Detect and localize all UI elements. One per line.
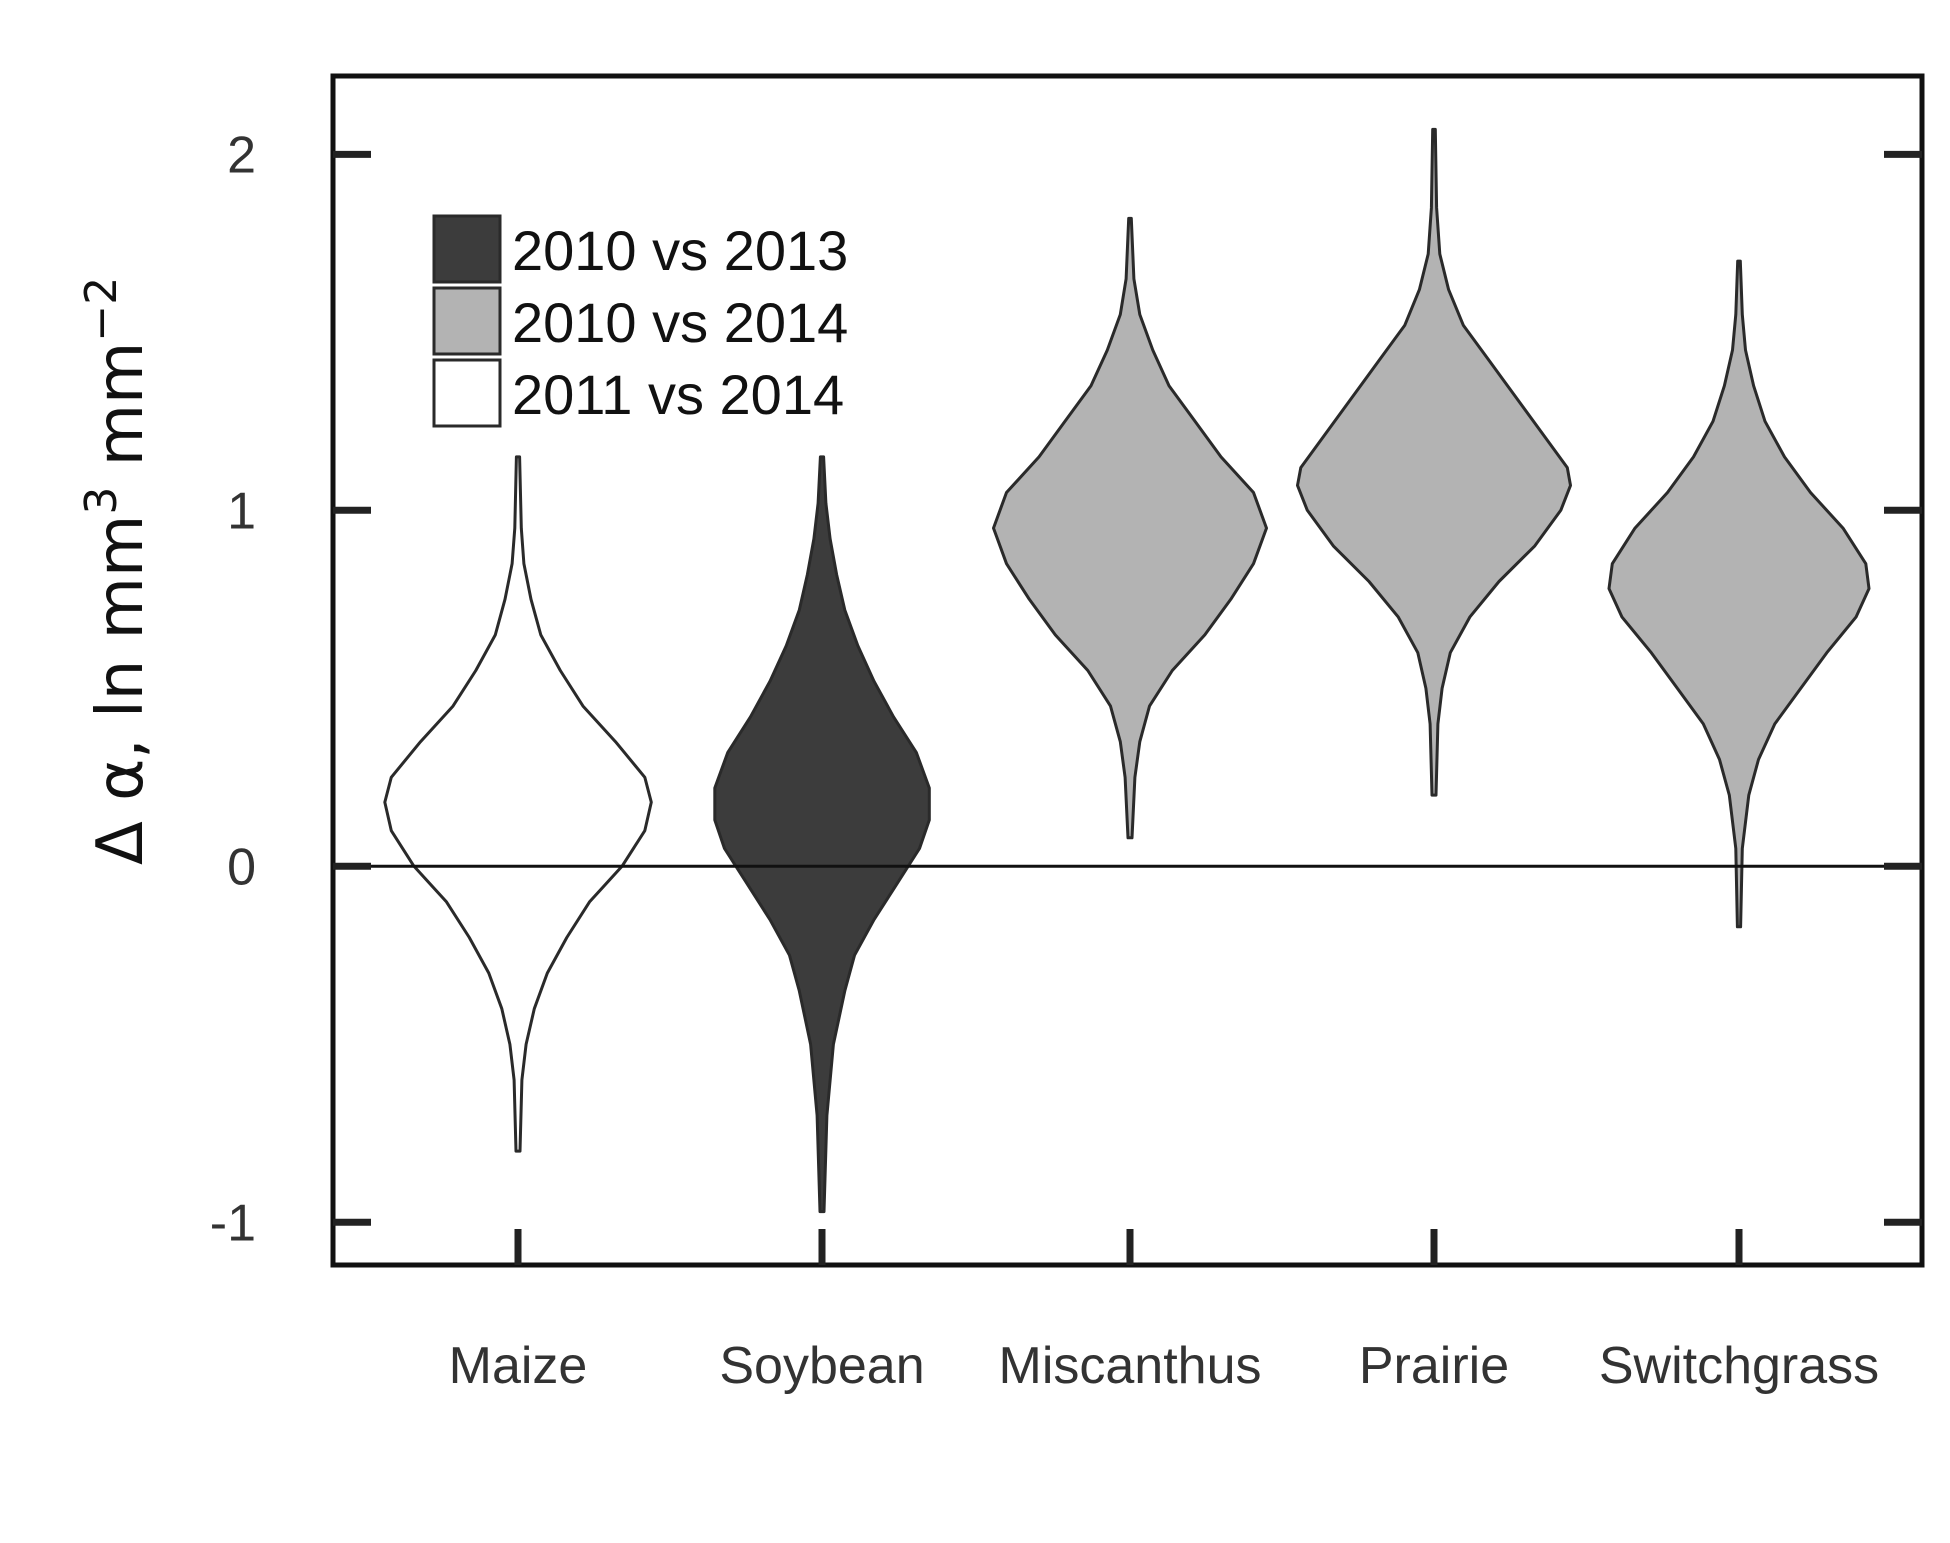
- legend-label: 2010 vs 2014: [512, 291, 848, 354]
- x-tick-label-miscanthus: Miscanthus: [999, 1337, 1262, 1395]
- y-axis-title-exponent-1: 3: [76, 487, 127, 515]
- y-tick-label: 0: [227, 838, 256, 896]
- legend-label: 2010 vs 2013: [512, 219, 848, 282]
- violin-soybean: [713, 455, 931, 1214]
- legend-swatch: [432, 286, 502, 356]
- y-tick-label: 1: [227, 482, 256, 540]
- y-tick-label: 2: [227, 126, 256, 184]
- y-axis-title-base: Δ α, ln mm: [84, 515, 158, 865]
- x-tick-label-soybean: Soybean: [719, 1337, 924, 1395]
- violin-maize: [383, 455, 653, 1153]
- violin-prairie: [1296, 127, 1572, 797]
- y-axis-title: Δ α, ln mm3 mm−2: [76, 277, 158, 865]
- y-tick-label: -1: [210, 1194, 256, 1252]
- violin-miscanthus: [992, 216, 1268, 840]
- x-tick-label-switchgrass: Switchgrass: [1599, 1337, 1879, 1395]
- y-axis-title-unit: mm: [84, 342, 158, 487]
- axes-layer: -1 0 1 2 Maize Soybean Miscanthus Prairie Switch…: [210, 73, 1925, 1395]
- legend-swatch: [432, 358, 502, 428]
- legend-label: 2011 vs 2014: [512, 363, 844, 426]
- x-tick-label-prairie: Prairie: [1359, 1337, 1509, 1395]
- legend: 2010 vs 2013 2010 vs 2014 2011 vs 2014: [432, 214, 848, 428]
- y-axis-title-exponent-2: −2: [76, 277, 127, 342]
- violins-layer: [383, 127, 1871, 1214]
- x-tick-label-maize: Maize: [449, 1337, 588, 1395]
- legend-swatch: [432, 214, 502, 284]
- violin-switchgrass: [1607, 259, 1871, 929]
